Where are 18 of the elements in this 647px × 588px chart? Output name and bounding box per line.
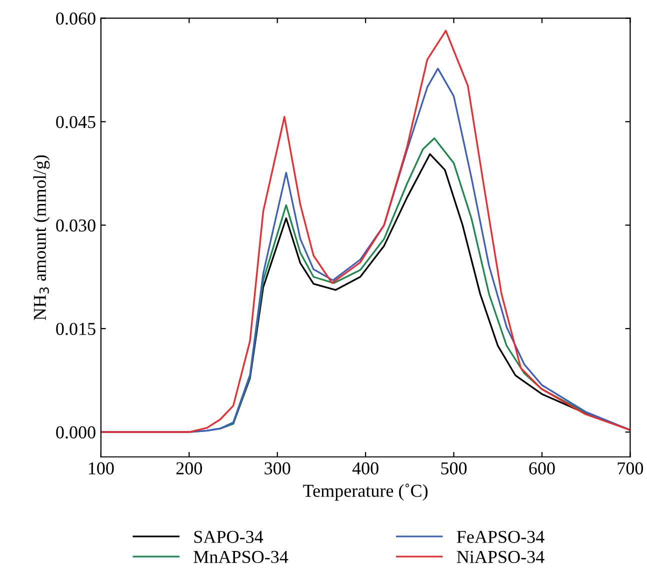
y-tick-label: 0.030 (56, 219, 96, 232)
y-tick-label: 0.000 (56, 426, 96, 439)
legend-label: FeAPSO-34 (456, 530, 544, 543)
x-tick-label: 300 (264, 462, 290, 474)
legend-label: NiAPSO-34 (456, 550, 544, 564)
legend-label: MnAPSO-34 (194, 550, 288, 564)
x-tick-label: 500 (441, 462, 467, 474)
y-axis-title: NH$_{3}$ amount (mmol/g) (33, 155, 50, 320)
x-tick-label: 700 (618, 462, 644, 474)
y-tick-label: 0.060 (56, 12, 96, 25)
legend-label: SAPO-34 (194, 530, 264, 543)
y-tick-label: 0.045 (56, 116, 96, 128)
y-tick-label: 0.015 (56, 322, 96, 336)
x-axis-title: Temperature (˚C) (303, 484, 428, 501)
x-tick-label: 400 (352, 462, 378, 474)
x-tick-label: 600 (529, 462, 555, 474)
x-tick-label: 200 (176, 462, 202, 474)
x-tick-label: 100 (88, 462, 114, 474)
